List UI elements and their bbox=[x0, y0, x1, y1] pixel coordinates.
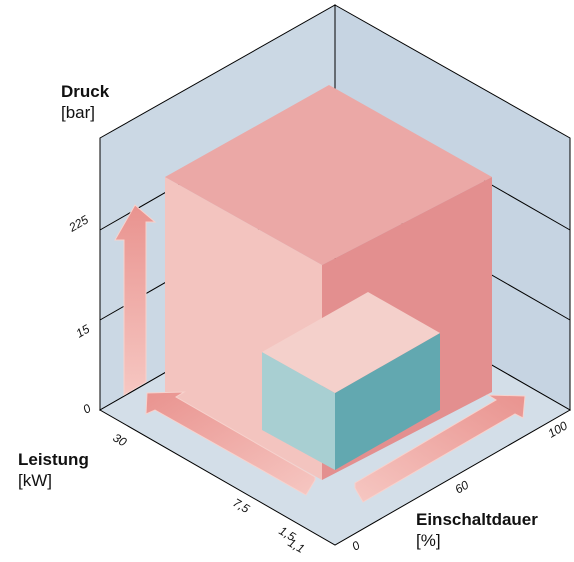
small-box-front bbox=[262, 352, 335, 470]
pressure-arrow-icon bbox=[114, 204, 157, 396]
pressure-unit: [bar] bbox=[61, 103, 96, 122]
pressure-axis-title: Druck [bar] bbox=[61, 81, 109, 123]
small-range-box bbox=[262, 292, 440, 470]
power-unit: [kW] bbox=[18, 471, 52, 490]
duty-arrow-icon bbox=[354, 394, 526, 503]
duty-title: Einschaltdauer bbox=[416, 510, 538, 529]
power-arrow-icon bbox=[145, 391, 316, 496]
pressure-tick-0: 0 bbox=[81, 401, 94, 417]
pressure-title: Druck bbox=[61, 82, 110, 101]
duty-axis-title: Einschaltdauer [%] bbox=[416, 509, 538, 551]
duty-tick-60: 60 bbox=[453, 478, 472, 497]
small-box-top bbox=[262, 292, 440, 393]
power-tick-30: 30 bbox=[111, 430, 130, 449]
power-axis-title: Leistung [kW] bbox=[18, 449, 89, 491]
large-box-top bbox=[165, 85, 492, 265]
small-box-right bbox=[335, 333, 440, 470]
power-title: Leistung bbox=[18, 450, 89, 469]
power-tick-7-5: 7,5 bbox=[231, 495, 253, 516]
pressure-tick-15: 15 bbox=[74, 322, 93, 341]
pressure-tick-225: 225 bbox=[66, 212, 91, 235]
duty-tick-0: 0 bbox=[350, 538, 363, 554]
duty-unit: [%] bbox=[416, 531, 441, 550]
